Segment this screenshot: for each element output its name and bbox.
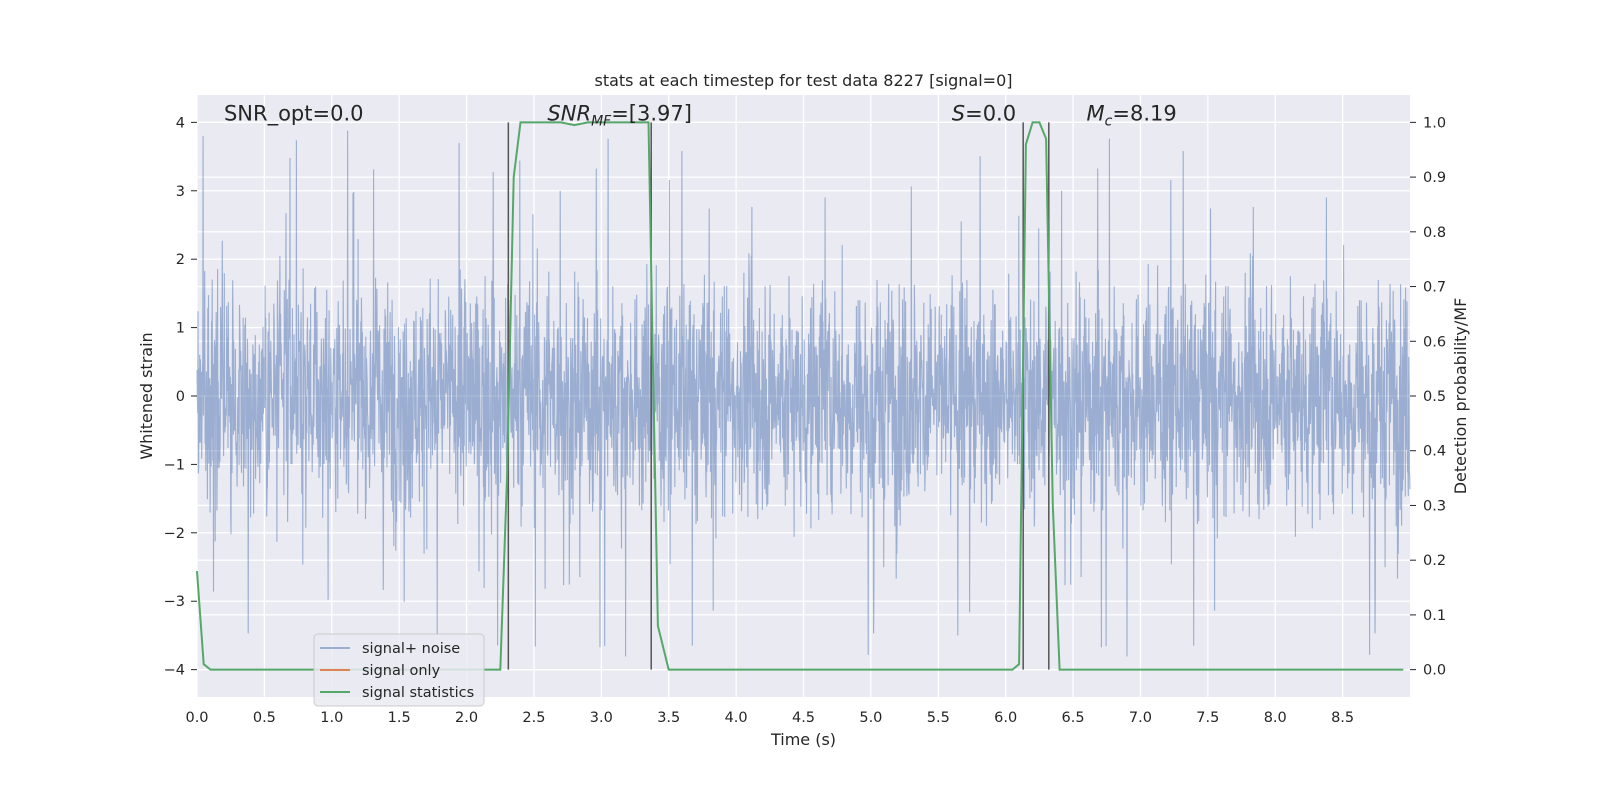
annotation-1: SNRMF=[3.97]: [547, 102, 692, 130]
legend-box: [313, 633, 485, 707]
annotation-3: Mc=8.19: [1087, 102, 1177, 130]
y-tick-label: −1: [164, 457, 185, 473]
y2-tick-label: 0.4: [1423, 444, 1446, 460]
legend: signal+ noise signal only signal statistic…: [313, 633, 485, 707]
annotation-symbol: SNR: [547, 102, 591, 126]
x-tick-label: 5.5: [927, 710, 950, 726]
annotation-2: S=0.0: [952, 102, 1016, 126]
annotations: SNR_opt=0.0 SNRMF=[3.97] S=0.0 Mc=8.19: [224, 102, 1177, 130]
x-tick-label: 3.5: [657, 710, 680, 726]
y-tick-label: −2: [164, 526, 185, 542]
annotation-value: =8.19: [1112, 102, 1176, 126]
x-axis-label: Time (s): [770, 730, 836, 749]
annotation-value: =[3.97]: [611, 102, 692, 126]
x-tick-label: 5.0: [859, 710, 882, 726]
y-tick-label: 4: [176, 115, 185, 131]
signal-statistics-series: [196, 121, 1404, 671]
x-tick-label: 0.0: [185, 710, 208, 726]
annotation-subscript: MF: [591, 114, 612, 130]
y2-tick-label: 0.9: [1423, 170, 1446, 186]
annotation-symbol: S: [952, 102, 965, 126]
y2-tick-label: 0.1: [1423, 608, 1446, 624]
x-tick-label: 2.0: [455, 710, 478, 726]
y-axis-label: Whitened strain: [137, 332, 156, 459]
ticks: 0.0 0.5 1.0 1.5 2.0 2.5 3.0 3.5 4.0 4.5 5.0 5.5 6.0 6…: [164, 115, 1446, 726]
x-tick-label: 0.5: [253, 710, 276, 726]
x-tick-label: 8.0: [1264, 710, 1287, 726]
y2-tick-label: 0.0: [1423, 663, 1446, 679]
annotation-0: SNR_opt=0.0: [224, 102, 364, 127]
y-tick-label: 3: [176, 184, 185, 200]
x-tick-label: 1.0: [320, 710, 343, 726]
annotation-symbol: M: [1087, 102, 1105, 126]
y2-axis-label: Detection probability/MF: [1451, 298, 1470, 495]
annotation-subscript: c: [1105, 114, 1113, 130]
signal-statistics-line: [196, 121, 1404, 671]
x-tick-label: 3.0: [590, 710, 613, 726]
x-tick-label: 7.0: [1129, 710, 1152, 726]
legend-label: signal only: [362, 663, 441, 679]
legend-label: signal+ noise: [362, 641, 460, 657]
chart-title: stats at each timestep for test data 822…: [594, 71, 1012, 90]
y2-tick-label: 0.5: [1423, 389, 1446, 405]
y2-tick-label: 0.2: [1423, 553, 1446, 569]
signal-noise-series: [196, 130, 1411, 657]
y-tick-label: −4: [164, 663, 185, 679]
legend-label: signal statistics: [362, 685, 474, 701]
y2-tick-label: 0.6: [1423, 334, 1446, 350]
y-tick-label: −3: [164, 594, 185, 610]
x-tick-label: 6.0: [994, 710, 1017, 726]
x-tick-label: 6.5: [1062, 710, 1085, 726]
y2-tick-label: 0.8: [1423, 225, 1446, 241]
x-tick-label: 7.5: [1196, 710, 1219, 726]
y2-tick-label: 0.7: [1423, 280, 1446, 296]
x-tick-label: 8.5: [1331, 710, 1354, 726]
x-tick-label: 4.0: [725, 710, 748, 726]
y-tick-label: 1: [176, 321, 185, 337]
y2-tick-label: 0.3: [1423, 498, 1446, 514]
x-tick-label: 2.5: [522, 710, 545, 726]
x-tick-label: 1.5: [388, 710, 411, 726]
y-tick-label: 2: [176, 252, 185, 268]
x-tick-label: 4.5: [792, 710, 815, 726]
y2-tick-label: 1.0: [1423, 115, 1446, 131]
noise-line: [196, 130, 1411, 657]
annotation-value: =0.0: [965, 102, 1016, 126]
y-tick-label: 0: [176, 389, 185, 405]
